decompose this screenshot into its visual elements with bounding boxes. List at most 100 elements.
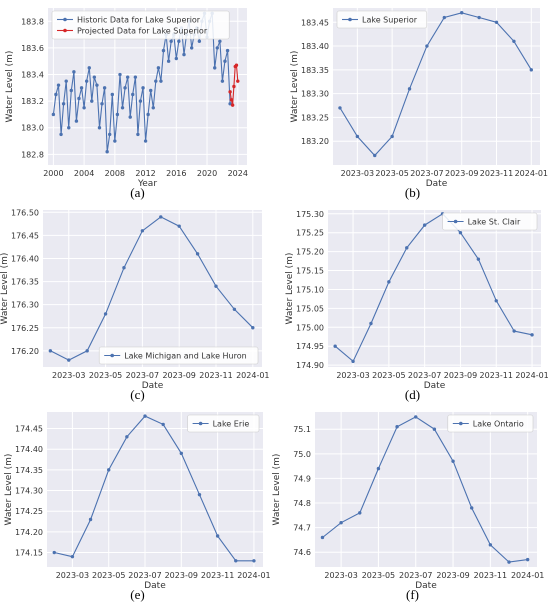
x-tick-label: 2024-01 (511, 571, 544, 580)
y-tick-label: 75.0 (293, 450, 311, 459)
data-point (407, 87, 412, 91)
data-point (105, 149, 109, 154)
y-tick-label: 74.7 (293, 524, 311, 533)
x-tick-label: 2023-11 (480, 169, 513, 178)
data-point (405, 246, 409, 250)
x-tick-label: 2023-05 (89, 371, 122, 380)
data-point (159, 215, 163, 219)
data-point (131, 92, 135, 97)
data-point (338, 106, 342, 110)
x-tick-label: 2023-11 (199, 371, 232, 380)
data-point (113, 139, 117, 143)
data-point (189, 46, 194, 50)
data-point (228, 102, 232, 106)
data-point (390, 134, 394, 139)
y-tick-label: 175.05 (296, 304, 324, 313)
legend-box (51, 10, 230, 40)
y-tick-label: 175.00 (296, 323, 324, 332)
x-tick-label: 2024-01 (515, 169, 548, 178)
y-axis-label: Water Level (m) (5, 51, 15, 123)
chart-panel-c: 2023-03 2023-05 2023-07 2023-09 2023-11 2024-… (0, 202, 275, 404)
data-point (215, 46, 219, 50)
x-tick-label: 2023-11 (480, 371, 513, 380)
data-point (151, 106, 155, 110)
data-point (358, 511, 362, 515)
data-point (82, 106, 86, 110)
x-axis-label: Date (415, 581, 437, 591)
data-point (67, 126, 71, 130)
y-tick-label: 175.20 (296, 248, 324, 257)
data-point (87, 66, 91, 70)
x-tick-label: 2023-03 (336, 371, 369, 380)
data-point (149, 88, 153, 93)
data-point (451, 459, 455, 463)
y-tick-label: 174.90 (296, 361, 324, 370)
data-point (77, 96, 81, 101)
data-point (373, 153, 377, 158)
x-tick-label: 2023-03 (341, 169, 374, 178)
y-tick-label: 176.30 (11, 301, 39, 310)
x-tick-label: 2004 (74, 169, 94, 178)
legend-marker (198, 421, 203, 426)
y-tick-label: 176.45 (11, 231, 39, 240)
data-point (215, 534, 220, 538)
series-line-1 (334, 213, 533, 363)
caption-c: (c) (130, 387, 145, 402)
data-point (251, 326, 255, 330)
data-point (51, 112, 56, 117)
data-point (228, 90, 232, 94)
chart-d: 2023-03 2023-05 2023-07 2023-09 2023-11 2024-… (285, 210, 549, 391)
data-point (110, 92, 115, 97)
data-point (432, 427, 437, 431)
caption-b: (b) (404, 185, 421, 200)
chart-c: 2023-03 2023-05 2023-07 2023-09 2023-11 2024-… (0, 208, 270, 391)
x-axis-label: Date (142, 381, 164, 391)
x-tick-label: 2023-09 (436, 571, 469, 580)
data-point (494, 20, 499, 24)
x-tick-label: 2024-01 (515, 371, 548, 380)
x-tick-label: 2023-03 (324, 571, 357, 580)
data-point (525, 557, 530, 562)
x-axis-label: Date (426, 179, 448, 189)
legend-label: Lake Erie (213, 420, 250, 429)
y-tick-label: 183.6 (21, 44, 44, 53)
data-point (159, 79, 163, 83)
data-point (54, 92, 58, 97)
caption-f: (f) (406, 587, 419, 602)
legend-label: Lake St. Clair (468, 218, 521, 227)
y-axis-label: Water Level (m) (285, 253, 295, 325)
legend-box (187, 414, 260, 433)
data-point (120, 106, 125, 110)
data-point (355, 134, 360, 139)
plot-area (333, 8, 540, 165)
y-tick-label: 74.9 (293, 474, 311, 483)
y-tick-label: 74.6 (293, 548, 311, 557)
data-point (128, 115, 132, 119)
x-tick-label: 2023-03 (52, 371, 85, 380)
data-point (69, 88, 73, 93)
y-tick-label: 174.15 (15, 549, 43, 558)
y-tick-label: 183.35 (301, 66, 329, 75)
y-axis-label: Water Level (m) (0, 253, 10, 325)
y-tick-label: 175.10 (296, 285, 324, 294)
data-point (67, 358, 71, 362)
data-point (442, 15, 447, 20)
data-point (122, 266, 126, 270)
x-tick-label: 2023-09 (445, 169, 478, 178)
y-tick-label: 74.8 (293, 499, 311, 508)
y-tick-label: 176.50 (11, 208, 39, 217)
x-tick-label: 2016 (166, 169, 186, 178)
data-point (179, 451, 184, 456)
y-tick-label: 174.45 (15, 425, 43, 434)
data-point (88, 517, 93, 522)
y-tick-label: 183.2 (21, 97, 44, 106)
x-tick-label: 2020 (197, 169, 217, 178)
data-point (156, 66, 161, 70)
x-tick-label: 2023-05 (92, 571, 125, 580)
data-point (320, 535, 325, 540)
y-tick-label: 75.1 (293, 425, 311, 434)
y-tick-label: 183.40 (301, 42, 329, 51)
x-tick-label: 2000 (43, 169, 63, 178)
data-point (177, 39, 181, 43)
data-point (85, 349, 89, 353)
